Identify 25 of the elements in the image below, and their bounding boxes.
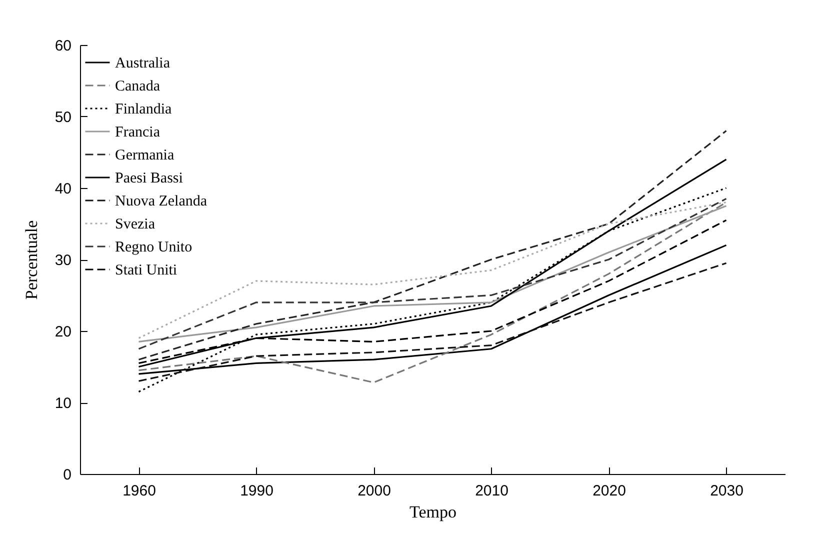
y-tick-label: 40	[54, 180, 72, 198]
x-tick-label: 1960	[122, 482, 156, 500]
y-tick-label: 0	[63, 466, 72, 484]
x-tick-label: 2020	[592, 482, 626, 500]
legend-label: Finlandia	[115, 102, 172, 118]
legend-label: Stati Uniti	[115, 262, 178, 278]
y-tick-label: 50	[54, 109, 72, 126]
legend-label: Australia	[115, 56, 170, 72]
legend-label: Canada	[115, 78, 160, 94]
legend-label: Svezia	[115, 216, 156, 232]
x-tick-label: 2030	[710, 482, 744, 500]
y-tick-label: 20	[54, 324, 72, 340]
legend-label: Regno Unito	[115, 240, 192, 256]
legend-label: Germania	[115, 148, 174, 164]
y-tick-label: 60	[54, 38, 72, 54]
y-tick-label: 30	[54, 252, 72, 269]
y-axis-title: Percentuale	[22, 220, 41, 300]
x-axis-title: Tempo	[410, 502, 456, 522]
legend-label: Nuova Zelanda	[115, 194, 208, 210]
legend-label: Paesi Bassi	[115, 170, 183, 186]
x-tick-label: 1990	[240, 482, 274, 500]
legend-label: Francia	[115, 124, 160, 140]
y-tick-label: 10	[54, 395, 72, 412]
x-tick-label: 2010	[475, 482, 508, 500]
x-tick-label: 2000	[358, 482, 391, 500]
